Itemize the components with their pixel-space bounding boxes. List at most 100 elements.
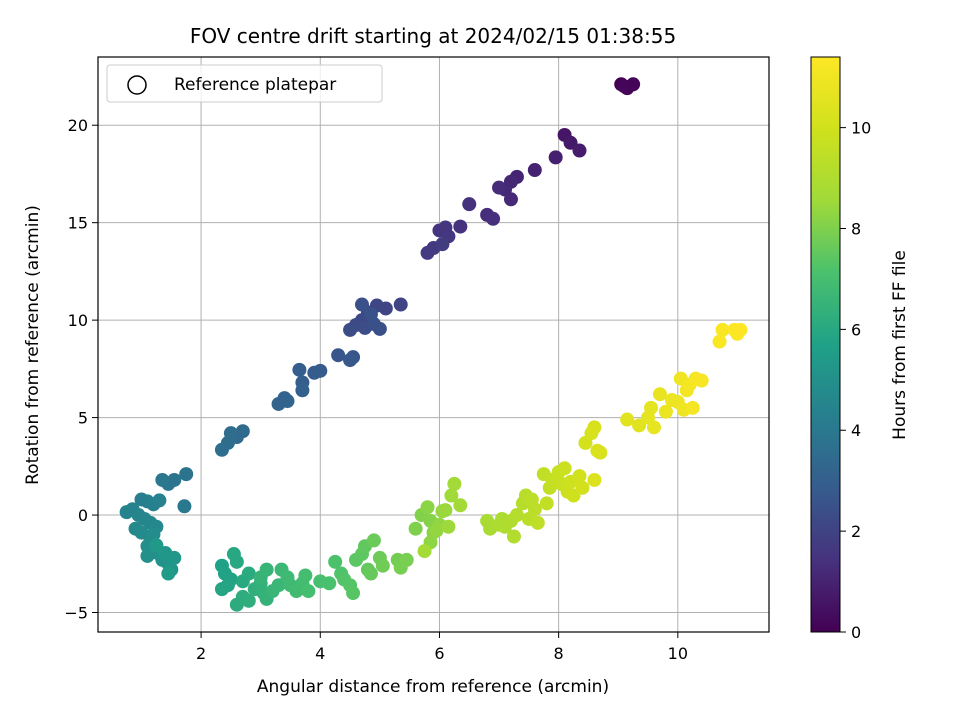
data-point (343, 353, 358, 368)
colorbar-ticks: 0 2 4 6 8 10 (840, 119, 871, 642)
data-point (441, 519, 456, 534)
data-point (492, 180, 507, 195)
data-point (453, 219, 468, 234)
data-point (646, 420, 661, 435)
legend-box (106, 64, 383, 103)
data-point (298, 568, 313, 583)
data-point (408, 521, 423, 536)
data-point (685, 400, 700, 415)
data-point (372, 321, 387, 336)
data-point (694, 373, 709, 388)
data-point (393, 297, 408, 312)
legend: Reference platepar (106, 64, 383, 103)
data-point (346, 586, 361, 601)
data-point (140, 548, 155, 563)
x-tick-label: 10 (668, 644, 688, 663)
data-point (572, 469, 587, 484)
data-point (417, 544, 432, 559)
x-tick-label: 2 (196, 644, 206, 663)
data-point (444, 488, 459, 503)
data-point (241, 566, 256, 581)
data-point (453, 498, 468, 513)
data-point (354, 297, 369, 312)
data-point (149, 538, 164, 553)
data-point (644, 400, 659, 415)
colorbar-tick-label: 10 (851, 119, 871, 138)
data-point (322, 576, 337, 591)
data-point (363, 566, 378, 581)
data-point (152, 493, 167, 508)
grid-lines (98, 57, 769, 632)
colorbar-tick-label: 4 (851, 421, 861, 440)
data-point (214, 582, 229, 597)
data-point (548, 150, 563, 165)
x-tick-label: 8 (554, 644, 564, 663)
data-point (447, 476, 462, 491)
legend-label: Reference platepar (174, 75, 336, 95)
data-point (530, 515, 545, 530)
data-point (420, 500, 435, 515)
colorbar-tick-label: 8 (851, 219, 861, 238)
y-tick-label: 15 (68, 214, 88, 233)
data-point (429, 523, 444, 538)
data-point (620, 412, 635, 427)
data-point (363, 307, 378, 322)
data-point (575, 480, 590, 495)
data-point (331, 348, 346, 363)
data-points (119, 77, 748, 612)
data-point (366, 533, 381, 548)
colorbar-label: Hours from first FF file (890, 250, 910, 440)
data-point (462, 197, 477, 212)
data-point (241, 593, 256, 608)
data-point (506, 529, 521, 544)
y-tick-label: 20 (68, 116, 88, 135)
y-tick-label: 10 (68, 311, 88, 330)
data-point (343, 322, 358, 337)
data-point (539, 496, 554, 511)
data-point (259, 562, 274, 577)
colorbar-tick-label: 6 (851, 320, 861, 339)
data-point (375, 558, 390, 573)
data-point (119, 505, 134, 520)
data-point (161, 566, 176, 581)
data-point (503, 192, 518, 207)
data-point (226, 547, 241, 562)
x-tick-label: 6 (434, 644, 444, 663)
data-point (307, 365, 322, 380)
data-point (557, 461, 572, 476)
data-point (527, 163, 542, 178)
colorbar-gradient (810, 56, 841, 633)
y-axis-label: Rotation from reference (arcmin) (23, 205, 43, 485)
x-axis-label: Angular distance from reference (arcmin) (257, 677, 609, 697)
data-point (214, 442, 229, 457)
data-point (177, 499, 192, 514)
data-point (617, 79, 632, 94)
x-tick-label: 4 (315, 644, 325, 663)
data-point (658, 404, 673, 419)
y-tick-label: 0 (78, 506, 88, 525)
data-point (399, 552, 414, 567)
data-point (280, 394, 295, 409)
colorbar-tick-label: 2 (851, 522, 861, 541)
y-axis-ticks: −5 0 5 10 15 20 (64, 116, 98, 623)
data-point (715, 322, 730, 337)
x-axis-ticks: 2 4 6 8 10 (196, 632, 688, 663)
legend-marker (127, 75, 147, 95)
plot-frame (97, 56, 770, 633)
data-point (527, 502, 542, 517)
data-point (587, 420, 602, 435)
data-point (733, 322, 748, 337)
data-point (587, 472, 602, 487)
chart-title: FOV centre drift starting at 2024/02/15 … (190, 24, 676, 48)
data-point (435, 237, 450, 252)
colorbar: 0 2 4 6 8 10 Hours from first FF file (810, 56, 910, 642)
data-point (712, 334, 727, 349)
data-point (301, 584, 316, 599)
data-point (328, 554, 343, 569)
data-point (420, 245, 435, 260)
data-point (155, 472, 170, 487)
data-point (292, 362, 307, 377)
data-point (509, 508, 524, 523)
y-tick-label: 5 (78, 409, 88, 428)
